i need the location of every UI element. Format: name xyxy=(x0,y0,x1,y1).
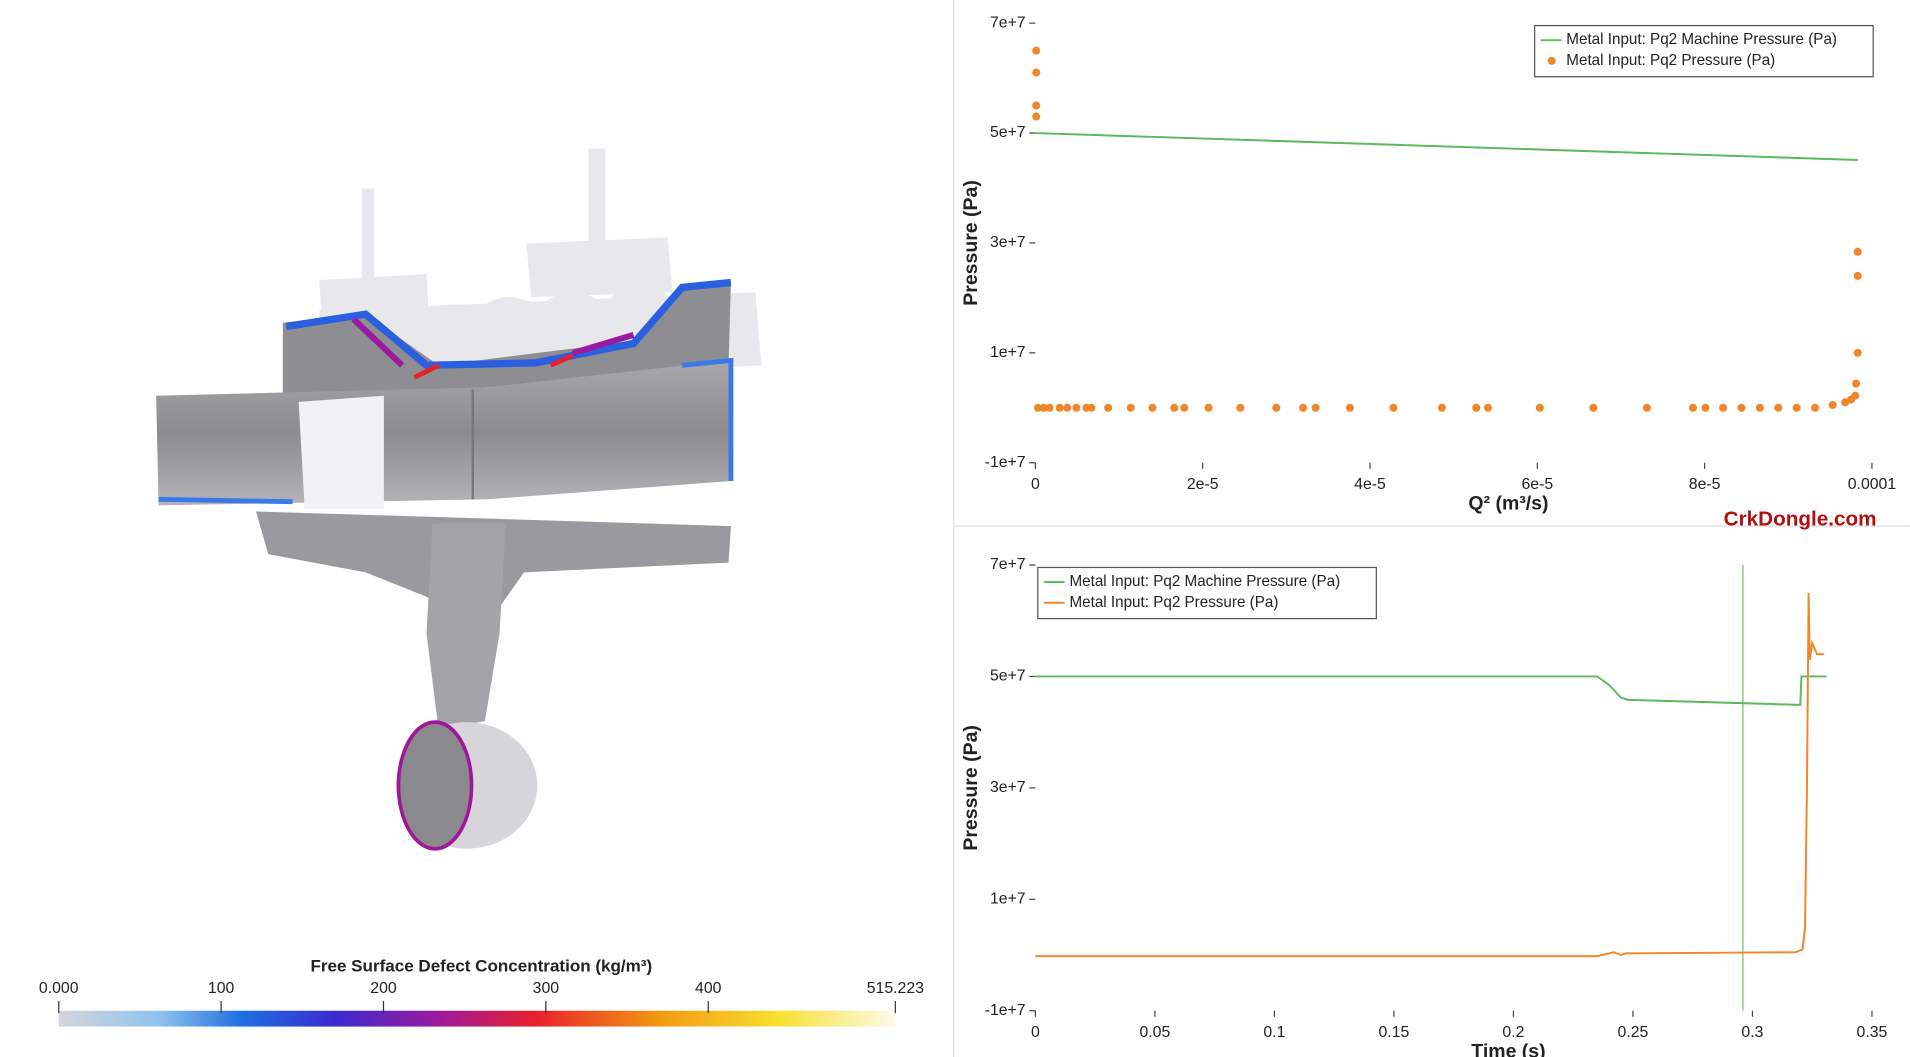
data-point xyxy=(1063,403,1072,412)
data-point xyxy=(1774,403,1783,412)
data-point xyxy=(1828,401,1837,410)
legend-label: Metal Input: Pq2 Machine Pressure (Pa) xyxy=(1566,31,1837,48)
legend xyxy=(1534,24,1874,78)
data-point xyxy=(1311,403,1320,412)
x-tick-label: 0.05 xyxy=(1139,1024,1170,1041)
data-point xyxy=(1688,403,1697,412)
data-point xyxy=(1032,101,1041,110)
data-point xyxy=(1032,46,1041,55)
colorbar-tick-label: 300 xyxy=(533,980,560,997)
y-axis-title: Pressure (Pa) xyxy=(960,180,982,306)
colorbar-title: Free Surface Defect Concentration (kg/m³… xyxy=(310,956,652,975)
x-tick-label: 2e-5 xyxy=(1187,476,1219,493)
x-tick-label: 0.1 xyxy=(1263,1024,1285,1041)
data-point xyxy=(1236,403,1245,412)
data-point xyxy=(1170,403,1179,412)
data-point xyxy=(1483,403,1492,412)
data-point xyxy=(1853,247,1862,256)
data-point xyxy=(1535,403,1544,412)
x-tick-label: 0.3 xyxy=(1741,1024,1763,1041)
data-point xyxy=(1032,112,1041,121)
data-point xyxy=(1204,403,1213,412)
colorbar-tick-label: 100 xyxy=(208,980,235,997)
series-line xyxy=(1035,592,1825,958)
y-tick-label: 5e+7 xyxy=(990,124,1026,141)
data-point xyxy=(1851,391,1860,400)
legend-label: Metal Input: Pq2 Pressure (Pa) xyxy=(1069,594,1278,611)
colorbar-tick-label: 515.223 xyxy=(867,980,924,997)
data-point xyxy=(1755,403,1764,412)
y-tick-label: 1e+7 xyxy=(990,344,1026,361)
data-point xyxy=(1032,68,1041,77)
data-point xyxy=(1701,403,1710,412)
data-point xyxy=(1148,403,1157,412)
data-point xyxy=(1852,379,1861,388)
y-tick-label: 1e+7 xyxy=(990,890,1026,907)
series-line xyxy=(1035,675,1827,706)
data-point xyxy=(1072,403,1081,412)
data-point xyxy=(1039,403,1048,412)
x-tick-label: 0.2 xyxy=(1502,1024,1524,1041)
data-point xyxy=(1737,403,1746,412)
x-tick-label: 0.0001 xyxy=(1848,476,1897,493)
x-axis-title: Q² (m³/s) xyxy=(1468,492,1548,514)
data-point xyxy=(1853,271,1862,280)
data-point xyxy=(1472,403,1481,412)
data-point xyxy=(1811,403,1820,412)
data-point xyxy=(1104,403,1113,412)
y-tick-label: 7e+7 xyxy=(990,14,1026,31)
y-tick-label: 3e+7 xyxy=(990,779,1026,796)
data-point xyxy=(1389,403,1398,412)
data-point xyxy=(1055,403,1064,412)
data-point xyxy=(1642,403,1651,412)
x-axis-title: Time (s) xyxy=(1471,1040,1545,1057)
y-axis-title: Pressure (Pa) xyxy=(960,725,982,851)
data-point xyxy=(1272,403,1281,412)
colorbar xyxy=(58,1010,896,1027)
colorbar-tick-label: 200 xyxy=(370,980,397,997)
x-tick-label: 0 xyxy=(1031,476,1040,493)
legend xyxy=(1037,566,1377,620)
y-tick-label: 5e+7 xyxy=(990,668,1026,685)
data-point xyxy=(1792,403,1801,412)
data-point xyxy=(1345,403,1354,412)
data-point xyxy=(1045,403,1054,412)
x-tick-label: 4e-5 xyxy=(1354,476,1386,493)
legend-label: Metal Input: Pq2 Machine Pressure (Pa) xyxy=(1069,573,1340,590)
x-tick-label: 0 xyxy=(1031,1024,1040,1041)
x-tick-label: 8e-5 xyxy=(1689,476,1721,493)
watermark: CrkDongle.com xyxy=(1724,507,1877,530)
colorbar-tick-label: 0.000 xyxy=(39,980,79,997)
colorbar-tick-label: 400 xyxy=(695,980,722,997)
x-tick-label: 6e-5 xyxy=(1521,476,1553,493)
y-tick-label: -1e+7 xyxy=(985,454,1026,471)
legend-swatch xyxy=(1547,56,1556,65)
y-tick-label: 7e+7 xyxy=(990,556,1026,573)
x-tick-label: 0.25 xyxy=(1618,1024,1649,1041)
data-point xyxy=(1087,403,1096,412)
data-point xyxy=(1853,348,1862,357)
x-tick-label: 0.35 xyxy=(1857,1024,1888,1041)
data-point xyxy=(1033,403,1042,412)
data-point xyxy=(1437,403,1446,412)
legend-label: Metal Input: Pq2 Pressure (Pa) xyxy=(1566,52,1775,69)
data-point xyxy=(1589,403,1598,412)
y-tick-label: -1e+7 xyxy=(985,1002,1026,1019)
y-tick-label: 3e+7 xyxy=(990,234,1026,251)
casting-model xyxy=(156,148,762,851)
data-point xyxy=(1719,403,1728,412)
data-point xyxy=(1126,403,1135,412)
x-tick-label: 0.15 xyxy=(1379,1024,1410,1041)
data-point xyxy=(1180,403,1189,412)
data-point xyxy=(1299,403,1308,412)
series-line xyxy=(1035,132,1858,161)
